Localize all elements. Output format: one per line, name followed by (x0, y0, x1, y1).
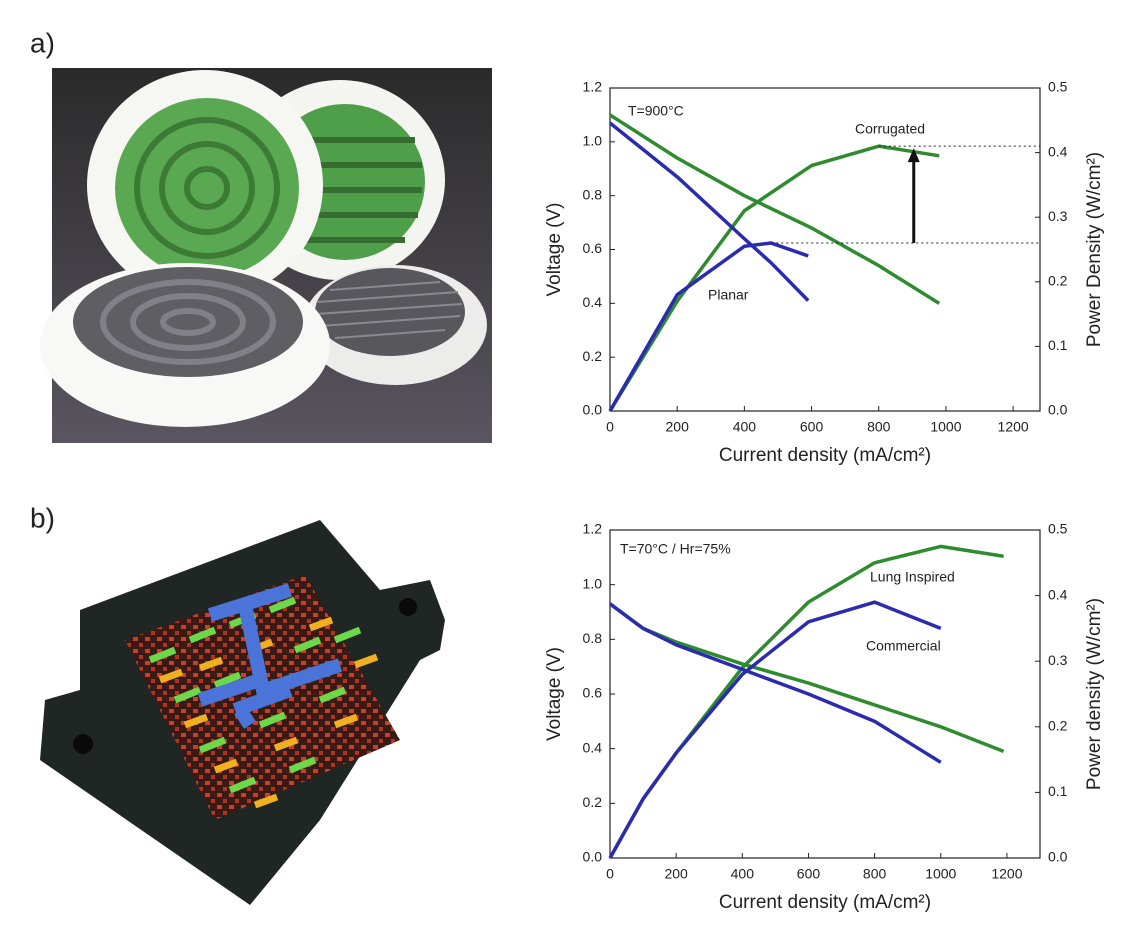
voltage-line (608, 121, 810, 302)
panel-label: a) (30, 27, 55, 58)
annotation: T=70°C / Hr=75% (620, 541, 731, 557)
y2-tick-label: 0.5 (1048, 521, 1068, 537)
photo-b (40, 520, 445, 905)
series-label: Planar (708, 287, 749, 303)
y-tick-label: 0.2 (583, 348, 603, 364)
y-tick-label: 0.2 (583, 794, 603, 810)
series-label: Corrugated (855, 121, 925, 137)
power-line (608, 241, 809, 412)
x-tick-label: 0 (606, 419, 614, 435)
peak-arrowhead (907, 148, 920, 163)
x-tick-label: 800 (863, 866, 887, 882)
x-axis-label: Current density (mA/cm²) (719, 892, 931, 913)
x-tick-label: 1000 (925, 866, 956, 882)
y2-tick-label: 0.0 (1048, 402, 1068, 418)
y2-axis-label: Power Density (W/cm²) (1084, 152, 1105, 347)
power-line (608, 600, 942, 859)
plot-frame (609, 529, 1041, 859)
y-tick-label: 0.4 (583, 739, 603, 755)
y2-tick-label: 0.3 (1048, 208, 1068, 224)
x-tick-label: 600 (797, 866, 821, 882)
y-tick-label: 1.2 (583, 79, 603, 95)
y-tick-label: 1.0 (583, 133, 603, 149)
voltage-line (608, 602, 1005, 754)
y-tick-label: 0.6 (583, 240, 603, 256)
y2-tick-label: 0.4 (1048, 143, 1068, 159)
y2-tick-label: 0.3 (1048, 652, 1068, 668)
series-label: Lung Inspired (870, 569, 955, 585)
x-tick-label: 200 (664, 866, 688, 882)
voltage-line (608, 602, 942, 764)
x-tick-label: 400 (731, 866, 755, 882)
x-tick-label: 600 (800, 419, 824, 435)
x-tick-label: 0 (606, 866, 614, 882)
power-line (608, 144, 940, 412)
y2-tick-label: 0.2 (1048, 273, 1068, 289)
y-tick-label: 0.0 (583, 402, 603, 418)
x-tick-label: 800 (867, 419, 891, 435)
y2-tick-label: 0.5 (1048, 79, 1068, 95)
y-axis-label: Voltage (V) (544, 647, 565, 741)
panel-label: b) (30, 502, 55, 533)
x-tick-label: 1200 (998, 419, 1029, 435)
y2-tick-label: 0.0 (1048, 849, 1068, 865)
y2-tick-label: 0.1 (1048, 337, 1068, 353)
annotation: T=900°C (628, 103, 684, 119)
y-tick-label: 0.8 (583, 186, 603, 202)
x-tick-label: 1200 (991, 866, 1022, 882)
x-axis-label: Current density (mA/cm²) (719, 445, 931, 466)
power-line (608, 544, 1004, 859)
voltage-line (609, 113, 941, 305)
y2-tick-label: 0.1 (1048, 783, 1068, 799)
y-tick-label: 1.0 (583, 575, 603, 591)
x-tick-label: 200 (666, 419, 690, 435)
y-tick-label: 1.2 (583, 521, 603, 537)
y2-axis-label: Power density (W/cm²) (1084, 598, 1105, 790)
series-label: Commercial (866, 638, 941, 654)
y-tick-label: 0.4 (583, 294, 603, 310)
y2-tick-label: 0.4 (1048, 586, 1068, 602)
photo-a (40, 68, 492, 443)
y-tick-label: 0.6 (583, 685, 603, 701)
plot-frame (609, 87, 1041, 412)
x-tick-label: 1000 (930, 419, 961, 435)
y-tick-label: 0.8 (583, 630, 603, 646)
x-tick-label: 400 (733, 419, 757, 435)
y-axis-label: Voltage (V) (544, 203, 565, 297)
y-tick-label: 0.0 (583, 849, 603, 865)
y2-tick-label: 0.2 (1048, 718, 1068, 734)
